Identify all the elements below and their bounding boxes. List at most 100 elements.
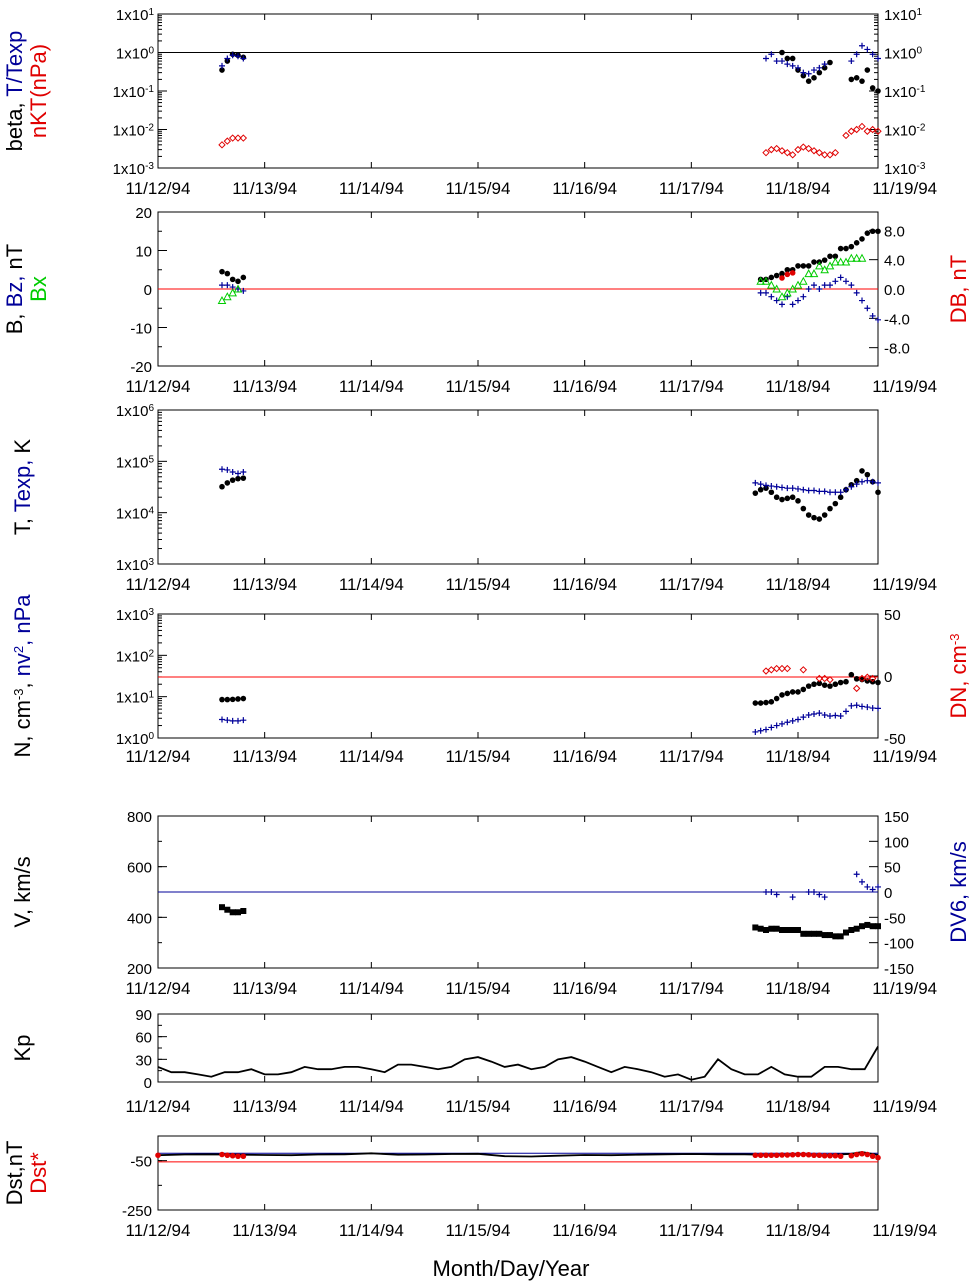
data-point xyxy=(821,61,828,68)
data-point xyxy=(779,49,785,56)
data-point xyxy=(763,699,769,706)
series-db xyxy=(779,270,796,281)
data-point xyxy=(827,253,833,260)
data-point xyxy=(219,67,225,73)
data-point xyxy=(224,480,231,486)
data-point xyxy=(800,686,807,693)
x-tick-label: 11/17/94 xyxy=(659,747,724,766)
data-point xyxy=(240,274,247,281)
data-point xyxy=(763,289,769,296)
data-point xyxy=(827,505,833,512)
data-point xyxy=(811,1152,817,1159)
data-point xyxy=(768,889,775,895)
data-point xyxy=(768,925,775,932)
data-point xyxy=(864,471,871,478)
x-tick-label: 11/16/94 xyxy=(552,377,617,396)
x-tick-label: 11/19/94 xyxy=(872,747,937,766)
data-point xyxy=(827,683,833,689)
data-point xyxy=(229,468,236,475)
data-point xyxy=(772,144,781,153)
x-tick-label: 11/14/94 xyxy=(339,1221,404,1240)
panel-density: 1x103 1x102 1x101 1x100 50 0 -50 N, cm-3, nv2, … xyxy=(10,594,971,766)
data-point xyxy=(795,297,801,304)
x-tick-label: 11/14/94 xyxy=(339,1097,404,1116)
data-point xyxy=(848,243,855,250)
data-point xyxy=(875,316,881,323)
data-point xyxy=(240,475,247,481)
y-tick-label: 1x10-3 xyxy=(113,161,155,179)
data-point xyxy=(768,51,775,58)
x-tick-label: 11/15/94 xyxy=(446,979,511,998)
x-tick-label: 11/18/94 xyxy=(766,979,831,998)
data-point xyxy=(752,490,759,496)
data-point xyxy=(757,700,764,706)
series-nv2 xyxy=(219,702,881,735)
data-point xyxy=(816,930,823,937)
data-point xyxy=(848,671,855,678)
data-point xyxy=(784,1152,791,1158)
y2-tick-label: -100 xyxy=(884,936,914,953)
data-point xyxy=(239,134,248,142)
data-point xyxy=(875,228,881,235)
x-tick-label: 11/17/94 xyxy=(659,179,724,198)
data-point xyxy=(825,261,835,270)
data-point xyxy=(757,289,764,296)
data-point xyxy=(229,276,236,283)
data-point xyxy=(836,257,846,266)
data-point xyxy=(779,275,785,281)
data-point xyxy=(804,269,814,278)
data-point xyxy=(777,292,787,301)
y-axis-title: Kp xyxy=(10,1035,35,1062)
series-n xyxy=(219,671,881,706)
data-point xyxy=(815,674,824,683)
data-point xyxy=(811,930,817,937)
data-point xyxy=(784,61,791,68)
data-point xyxy=(768,483,775,490)
data-point xyxy=(853,289,860,296)
series-t xyxy=(219,468,881,522)
data-point xyxy=(782,288,792,297)
data-point xyxy=(752,1152,759,1159)
data-point xyxy=(800,1151,807,1158)
data-point xyxy=(816,69,823,76)
data-point xyxy=(805,712,812,719)
data-point xyxy=(779,484,785,491)
y-tick-label: 1x102 xyxy=(116,648,155,666)
data-point xyxy=(229,696,236,703)
data-point xyxy=(224,466,231,473)
x-tick-label: 11/13/94 xyxy=(232,979,297,998)
plot-frame xyxy=(157,613,879,739)
data-point xyxy=(779,720,785,727)
data-point xyxy=(789,270,796,276)
data-point xyxy=(841,257,851,266)
data-point xyxy=(224,717,231,724)
y-axis-title-secondary: nKT(nPa) xyxy=(26,44,51,138)
data-point xyxy=(793,280,803,289)
data-point xyxy=(805,512,812,518)
data-point xyxy=(235,1153,241,1160)
data-point xyxy=(837,679,844,686)
x-tick-label: 11/12/94 xyxy=(126,575,191,594)
x-tick-label: 11/18/94 xyxy=(766,377,831,396)
data-point xyxy=(799,666,808,674)
data-point xyxy=(827,59,833,66)
x-tick-label: 11/17/94 xyxy=(659,377,724,396)
data-point xyxy=(864,230,871,236)
data-point xyxy=(846,253,856,262)
y2-tick-label: 4.0 xyxy=(884,253,905,270)
y-tick-label: 1x101 xyxy=(116,7,155,25)
data-point xyxy=(820,674,829,683)
data-point xyxy=(842,131,850,140)
x-tick-label: 11/16/94 xyxy=(552,1221,617,1240)
data-point xyxy=(800,714,807,721)
data-point xyxy=(800,69,807,76)
data-point xyxy=(773,891,780,898)
data-point xyxy=(837,713,844,720)
data-point xyxy=(816,710,823,717)
data-point xyxy=(772,664,781,673)
x-tick-label: 11/12/94 xyxy=(126,377,191,396)
data-point xyxy=(752,924,759,931)
data-point xyxy=(219,62,225,69)
data-point xyxy=(240,717,247,724)
